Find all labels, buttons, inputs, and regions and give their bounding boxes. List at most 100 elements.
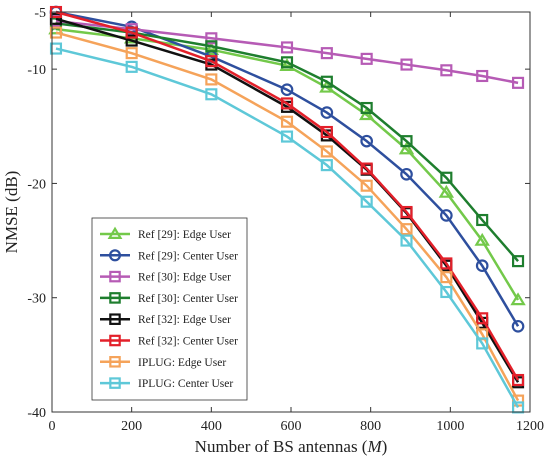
legend-box bbox=[91, 217, 248, 401]
data-point bbox=[398, 141, 415, 155]
data-point bbox=[49, 12, 63, 25]
data-point bbox=[440, 209, 453, 222]
data-point bbox=[320, 47, 333, 60]
data-point bbox=[360, 101, 373, 115]
data-point bbox=[511, 76, 525, 89]
legend-label: Ref [32]: Center User bbox=[138, 336, 238, 348]
x-tick-label: 1000 bbox=[436, 419, 464, 434]
legend-label: Ref [29]: Center User bbox=[138, 250, 238, 262]
data-point bbox=[440, 271, 453, 284]
legend-item: IPLUG: Edge User bbox=[100, 356, 226, 369]
y-tick-label: -10 bbox=[27, 63, 46, 78]
data-point bbox=[511, 319, 525, 333]
data-point bbox=[320, 145, 333, 158]
data-point bbox=[440, 171, 453, 184]
data-point bbox=[511, 255, 525, 268]
data-point bbox=[280, 83, 294, 97]
data-point bbox=[280, 41, 294, 54]
x-tick-label: 600 bbox=[281, 419, 302, 434]
data-point bbox=[476, 213, 489, 227]
data-point bbox=[49, 42, 63, 55]
x-tick-label: 800 bbox=[360, 419, 381, 434]
legend-marker bbox=[109, 356, 121, 368]
data-point bbox=[360, 195, 373, 208]
data-point bbox=[511, 373, 525, 387]
x-axis-title: Number of BS antennas (M) bbox=[195, 437, 388, 456]
series-line bbox=[55, 19, 519, 85]
data-point bbox=[440, 285, 453, 299]
legend-label: IPLUG: Edge User bbox=[138, 357, 226, 369]
data-point bbox=[320, 106, 334, 119]
data-point bbox=[280, 115, 294, 128]
x-tick-label: 1200 bbox=[516, 419, 544, 434]
x-tick-label: 200 bbox=[121, 419, 142, 434]
data-point bbox=[400, 234, 413, 247]
data-point bbox=[476, 312, 489, 325]
data-point bbox=[360, 52, 373, 65]
series-line bbox=[55, 22, 519, 262]
data-point bbox=[125, 26, 138, 39]
y-tick-label: -20 bbox=[27, 177, 46, 192]
data-point bbox=[358, 107, 375, 121]
data-point bbox=[280, 97, 294, 110]
legend-item: Ref [30]: Edge User bbox=[100, 270, 231, 284]
data-point bbox=[205, 88, 218, 101]
data-point bbox=[205, 40, 218, 53]
y-tick-label: -5 bbox=[34, 6, 46, 21]
data-point bbox=[474, 232, 490, 246]
data-point bbox=[205, 32, 218, 45]
data-point bbox=[125, 47, 138, 60]
series-7 bbox=[49, 26, 525, 407]
data-point bbox=[476, 69, 489, 83]
data-point bbox=[320, 159, 333, 172]
series-line bbox=[55, 10, 520, 327]
data-point bbox=[400, 223, 413, 236]
y-tick-label: -30 bbox=[27, 292, 46, 307]
data-point bbox=[280, 130, 294, 143]
data-point bbox=[400, 58, 413, 71]
y-axis-title: NMSE (dB) bbox=[2, 171, 21, 254]
data-point bbox=[125, 60, 138, 73]
legend-item: Ref [29]: Center User bbox=[100, 249, 238, 262]
data-point bbox=[475, 259, 489, 273]
data-point bbox=[438, 184, 455, 198]
data-point bbox=[205, 73, 218, 86]
axis-ticks: 0 200 400 600 800 1000 1200 -5 -10 -20 -30 -40 bbox=[27, 6, 544, 434]
data-point bbox=[510, 292, 526, 306]
x-tick-label: 0 bbox=[49, 419, 56, 434]
legend-label: IPLUG: Center User bbox=[138, 378, 233, 390]
series-line bbox=[55, 17, 520, 383]
data-point bbox=[400, 167, 413, 181]
series-line bbox=[55, 10, 520, 381]
data-point bbox=[476, 337, 489, 350]
legend-marker bbox=[109, 270, 121, 283]
data-point bbox=[440, 257, 453, 270]
data-point bbox=[440, 64, 453, 77]
legend-label: Ref [29]: Edge User bbox=[138, 229, 231, 241]
series-line bbox=[55, 31, 520, 402]
data-point bbox=[360, 162, 373, 175]
x-tick-label: 400 bbox=[201, 419, 222, 434]
legend-item: Ref [32]: Edge User bbox=[100, 313, 231, 326]
y-tick-label: -40 bbox=[27, 406, 46, 421]
legend-item: Ref [29]: Edge User bbox=[100, 226, 231, 241]
legend-marker bbox=[109, 377, 121, 389]
series-6 bbox=[49, 5, 525, 387]
legend-item: Ref [30]: Center User bbox=[100, 292, 238, 305]
data-point bbox=[203, 42, 220, 55]
data-point bbox=[400, 205, 413, 219]
data-point bbox=[280, 56, 294, 69]
series-8 bbox=[49, 42, 525, 414]
data-point bbox=[205, 55, 218, 68]
data-point bbox=[511, 401, 525, 414]
legend-label: Ref [30]: Edge User bbox=[138, 272, 231, 284]
data-point bbox=[360, 179, 373, 192]
data-point bbox=[360, 134, 374, 148]
legend-marker bbox=[109, 292, 121, 304]
legend: Ref [29]: Edge User Ref [29]: Center User… bbox=[91, 217, 248, 401]
legend-marker bbox=[108, 249, 122, 262]
data-point bbox=[320, 125, 333, 139]
series-line bbox=[55, 27, 520, 301]
legend-label: Ref [32]: Edge User bbox=[138, 314, 231, 326]
